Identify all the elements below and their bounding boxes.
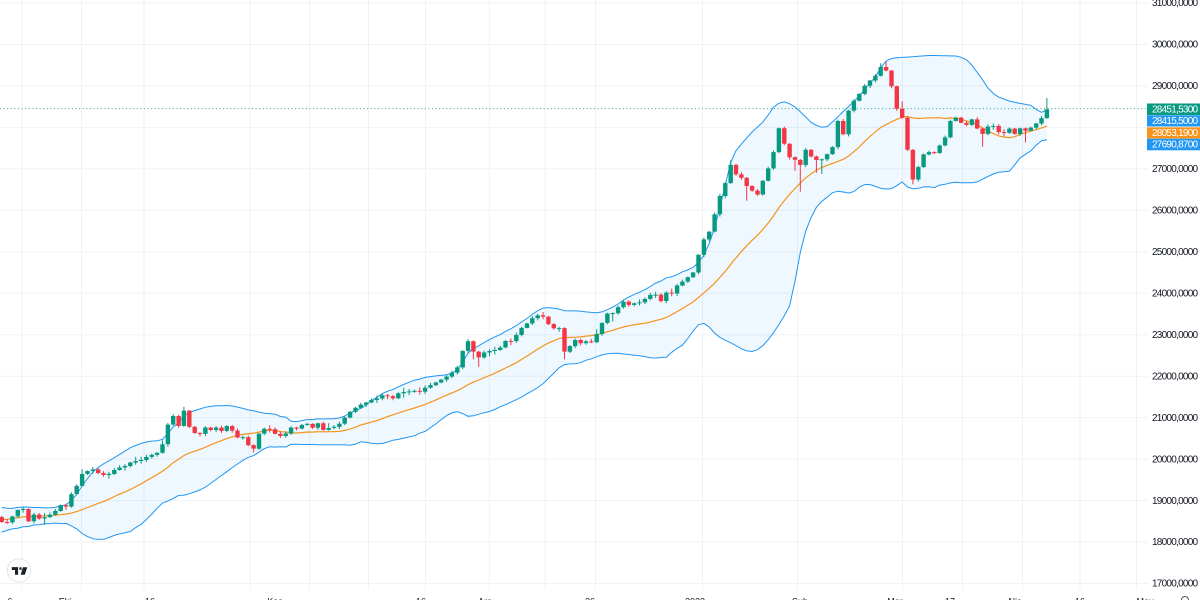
svg-text:27690,8700: 27690,8700: [1152, 140, 1199, 151]
svg-text:28415,5000: 28415,5000: [1152, 116, 1199, 127]
svg-text:6: 6: [7, 597, 12, 601]
svg-text:Eki: Eki: [59, 597, 72, 601]
svg-text:Mar: Mar: [887, 597, 903, 601]
svg-text:Kas: Kas: [267, 597, 283, 601]
svg-text:28451,5300: 28451,5300: [1152, 105, 1199, 116]
svg-text:17: 17: [945, 597, 955, 601]
svg-text:23000,0000: 23000,0000: [1152, 330, 1199, 341]
svg-text:16: 16: [1075, 597, 1085, 601]
svg-text:28053,1900: 28053,1900: [1152, 128, 1199, 139]
svg-text:20000,0000: 20000,0000: [1152, 454, 1199, 465]
svg-text:16: 16: [416, 597, 426, 601]
svg-text:22000,0000: 22000,0000: [1152, 371, 1199, 382]
svg-text:27000,0000: 27000,0000: [1152, 164, 1199, 175]
svg-text:26: 26: [585, 597, 595, 601]
svg-text:Nis: Nis: [1009, 597, 1022, 601]
svg-text:31000,0000: 31000,0000: [1152, 0, 1199, 9]
svg-text:25000,0000: 25000,0000: [1152, 247, 1199, 258]
svg-text:29000,0000: 29000,0000: [1152, 81, 1199, 92]
svg-text:17000,0000: 17000,0000: [1152, 579, 1199, 590]
svg-text:26000,0000: 26000,0000: [1152, 206, 1199, 217]
svg-text:Ara: Ara: [478, 597, 492, 601]
svg-text:30000,0000: 30000,0000: [1152, 40, 1199, 51]
svg-text:Şub: Şub: [792, 597, 808, 601]
svg-text:19000,0000: 19000,0000: [1152, 496, 1199, 507]
svg-text:18000,0000: 18000,0000: [1152, 537, 1199, 548]
svg-text:May: May: [1136, 597, 1154, 601]
svg-text:24000,0000: 24000,0000: [1152, 288, 1199, 299]
svg-text:2023: 2023: [685, 597, 705, 601]
svg-text:16: 16: [145, 597, 155, 601]
svg-text:21000,0000: 21000,0000: [1152, 413, 1199, 424]
